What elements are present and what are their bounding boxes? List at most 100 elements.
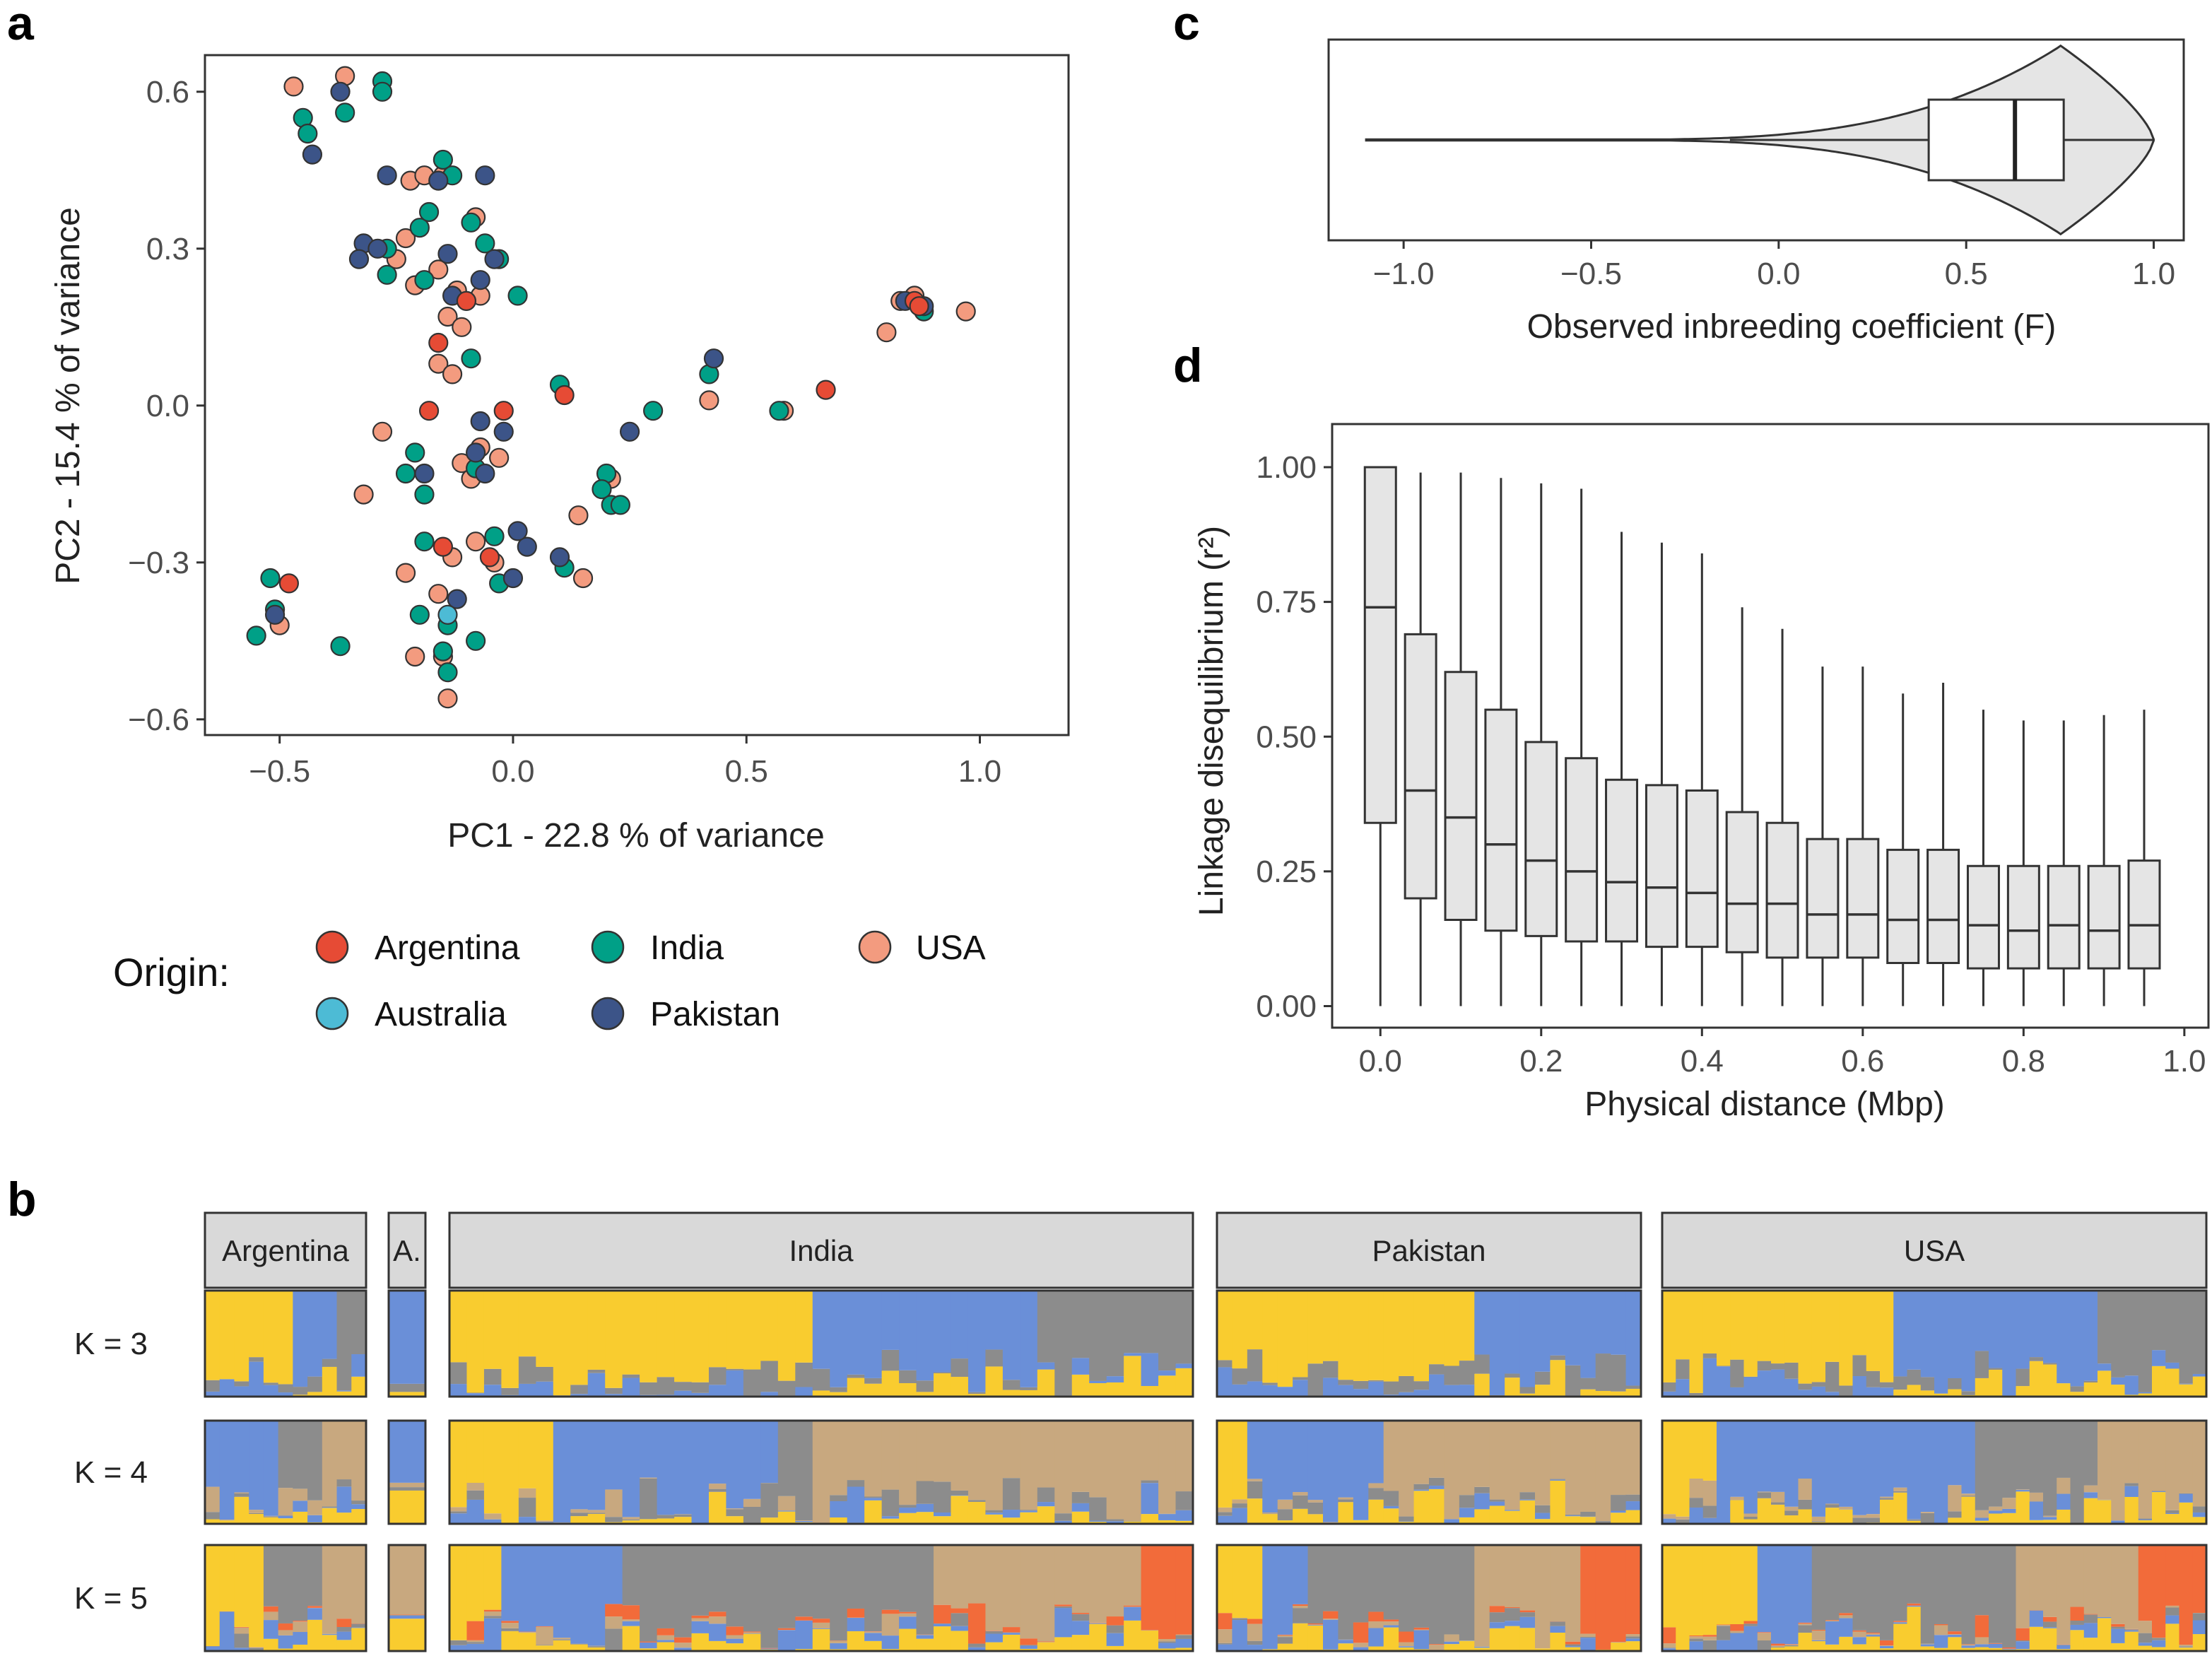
admixture-bar-segment (449, 1291, 468, 1363)
admixture-bar-segment (622, 1545, 640, 1606)
admixture-bar-segment (1811, 1631, 1826, 1640)
admixture-bar-segment (1232, 1384, 1248, 1397)
admixture-bar-segment (622, 1621, 640, 1626)
admixture-bar-segment (1920, 1291, 1935, 1378)
admixture-panel-frame (387, 1544, 427, 1652)
pca-point-india (409, 604, 430, 625)
admixture-bar-segment (1580, 1291, 1596, 1378)
admixture-bar-segment (2043, 1616, 2057, 1622)
admixture-bar-segment (605, 1616, 623, 1629)
admixture-bar-segment (1002, 1380, 1020, 1390)
admixture-bar-segment (518, 1383, 536, 1397)
admixture-bar-segment (278, 1515, 293, 1519)
admixture-bar-segment (1893, 1623, 1908, 1651)
admixture-bar-segment (708, 1623, 727, 1641)
ld-axes: 0.0 0.2 0.4 0.6 0.8 1.0 0.00 0.25 0.50 0.75 1.00 (1256, 450, 2206, 1079)
admixture-bar-segment (951, 1626, 969, 1631)
admixture-bar-segment (553, 1638, 571, 1640)
admixture-bar-segment (1444, 1545, 1460, 1635)
admixture-bar-segment (1089, 1623, 1107, 1651)
admixture-bar-segment (1625, 1636, 1642, 1639)
admixture-bar-segment (899, 1545, 917, 1612)
admixture-bar-segment (1141, 1480, 1159, 1484)
admixture-bar-segment (1662, 1643, 1676, 1648)
pca-point-india (414, 270, 435, 290)
admixture-bar-segment (985, 1514, 1004, 1524)
admixture-bar-segment (1730, 1496, 1745, 1500)
admixture-bar-segment (1702, 1480, 1717, 1506)
admixture-bar-segment (483, 1618, 502, 1651)
admixture-bar-segment (1368, 1621, 1384, 1628)
admixture-bar-segment (2057, 1477, 2071, 1494)
admixture-bar-segment (708, 1545, 727, 1612)
admixture-bar-segment (2138, 1392, 2153, 1394)
admixture-bar-segment (1717, 1640, 1731, 1651)
admixture-bar-segment (985, 1642, 1004, 1651)
admixture-bar-segment (674, 1514, 693, 1515)
admixture-bar-segment (1217, 1507, 1233, 1513)
admixture-bar-segment (674, 1637, 693, 1643)
admixture-bar-segment (2029, 1421, 2044, 1493)
admixture-bar-segment (1124, 1353, 1142, 1356)
admixture-bar-segment (1975, 1378, 1989, 1397)
admixture-bar-segment (1071, 1491, 1090, 1503)
admixture-bar-segment (249, 1361, 264, 1397)
admixture-bar-segment (1975, 1615, 1989, 1638)
admixture-bar-segment (466, 1621, 485, 1640)
admixture-bar-segment (674, 1421, 693, 1515)
admixture-bar-segment (1293, 1606, 1309, 1609)
admixture-bar-segment (1535, 1513, 1551, 1520)
admixture-bar-segment (1689, 1291, 1704, 1393)
admixture-bar-segment (985, 1633, 1004, 1643)
admixture-bar-segment (1474, 1647, 1490, 1648)
admixture-bar-segment (2070, 1545, 2085, 1607)
admixture-bar-segment (1037, 1362, 1055, 1370)
admixture-bar-segment (708, 1488, 727, 1492)
admixture-bar-segment (1852, 1375, 1867, 1397)
admixture-bar-segment (1399, 1392, 1415, 1397)
admixture-bar-segment (2152, 1638, 2166, 1640)
origin-legend: Origin: Argentina India USA Australia Pa… (113, 929, 986, 1033)
admixture-bar-segment (336, 1390, 352, 1392)
admixture-bar-segment (1625, 1510, 1642, 1524)
admixture-bar-segment (1368, 1545, 1384, 1612)
admixture-bar-segment (1580, 1636, 1596, 1638)
admixture-bar-segment (336, 1640, 352, 1651)
admixture-bar-segment (1106, 1545, 1124, 1617)
admixture-bar-segment (622, 1517, 640, 1520)
admixture-bar-segment (205, 1391, 220, 1397)
admixture-bar-segment (1519, 1610, 1536, 1613)
admixture-bar-segment (812, 1628, 830, 1629)
admixture-bar-segment (1519, 1612, 1536, 1617)
admixture-bar-segment (657, 1518, 675, 1524)
admixture-bar-segment (812, 1368, 830, 1391)
admixture-bar-segment (1784, 1291, 1799, 1363)
admixture-bar-segment (1757, 1370, 1772, 1397)
admixture-bar-segment (1535, 1505, 1551, 1513)
admixture-bar-segment (2165, 1607, 2180, 1616)
admixture-bar-segment (1839, 1615, 1854, 1619)
admixture-bar-segment (1413, 1421, 1430, 1484)
admixture-bar-segment (2179, 1645, 2194, 1647)
admixture-bar-segment (1307, 1421, 1324, 1500)
admixture-bar-segment (1798, 1479, 1813, 1500)
legend-title: Origin: (113, 950, 230, 994)
admixture-bar-segment (1217, 1644, 1233, 1651)
admixture-bar-segment (1811, 1382, 1826, 1387)
admixture-bar-segment (278, 1630, 293, 1635)
pca-point-india (461, 212, 481, 233)
pca-point-pakistan (502, 568, 524, 589)
admixture-bar-segment (691, 1621, 710, 1633)
admixture-bar-segment (2192, 1291, 2207, 1374)
admixture-bar-segment (605, 1489, 623, 1517)
admixture-bar-segment (234, 1493, 249, 1497)
admixture-bar-segment (951, 1358, 969, 1378)
admixture-bar-segment (2098, 1421, 2112, 1500)
admixture-bar-segment (640, 1519, 658, 1524)
admixture-bar-segment (1338, 1380, 1354, 1385)
pca-point-usa (395, 563, 416, 583)
admixture-bar-segment (1089, 1421, 1107, 1498)
admixture-bar-segment (1413, 1381, 1430, 1390)
admixture-bar-segment (483, 1545, 502, 1610)
admixture-bar-segment (322, 1421, 338, 1507)
